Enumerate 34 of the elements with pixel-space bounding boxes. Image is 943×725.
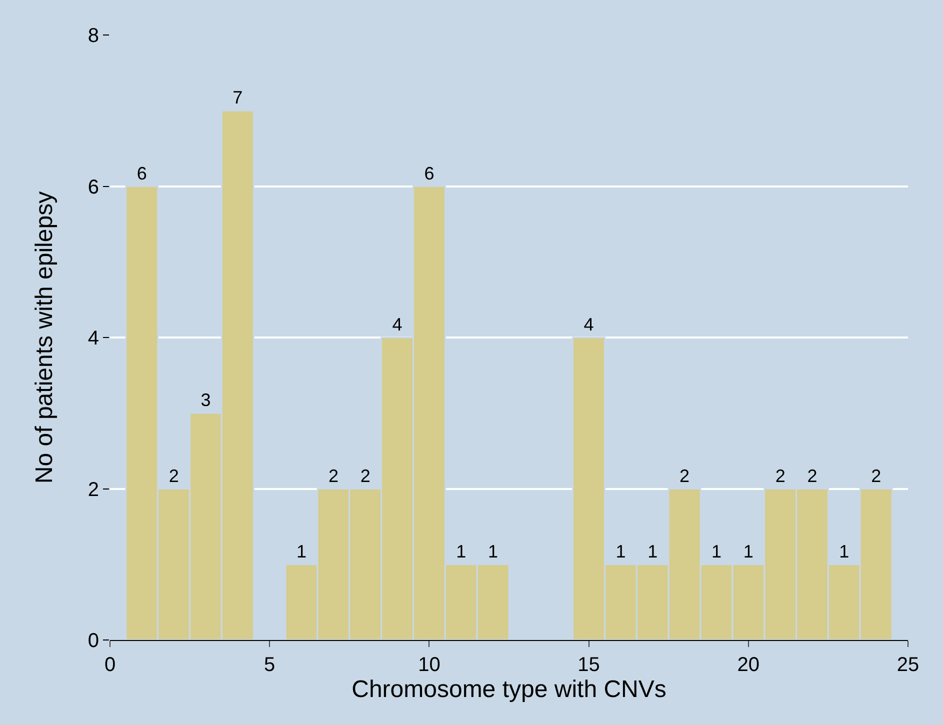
y-tick-label: 8: [88, 25, 99, 47]
x-tick-label: 25: [896, 654, 920, 676]
data-label: 2: [680, 466, 690, 486]
data-label: 1: [616, 541, 626, 562]
x-tick-label: 0: [104, 654, 116, 676]
data-label: 2: [328, 466, 338, 486]
data-label: 2: [807, 466, 818, 486]
data-label: 2: [168, 466, 179, 486]
data-label: 1: [456, 541, 466, 562]
x-tick-label: 5: [264, 654, 276, 676]
data-label: 2: [775, 466, 786, 486]
data-label: 1: [296, 541, 307, 562]
data-label: 1: [648, 541, 658, 562]
data-label: 1: [711, 541, 722, 562]
y-tick-label: 0: [88, 630, 99, 652]
data-label: 4: [392, 314, 402, 334]
y-tick-label: 6: [88, 176, 99, 198]
data-label: 2: [360, 466, 370, 486]
x-tick-label: 20: [737, 654, 760, 676]
x-tick-label: 10: [418, 654, 440, 676]
y-tick-label: 4: [88, 328, 99, 350]
data-label: 2: [871, 466, 882, 486]
data-label: 4: [584, 314, 594, 334]
x-axis-title: Chromosome type with CNVs: [352, 676, 666, 703]
data-label: 1: [743, 541, 754, 562]
data-label: 3: [200, 390, 211, 410]
data-label: 1: [488, 541, 498, 562]
x-tick-label: 15: [578, 654, 600, 676]
data-label: 6: [136, 163, 147, 184]
data-label: 1: [839, 541, 850, 562]
y-axis-title: No of patients with epilepsy: [31, 191, 58, 484]
data-label: 6: [424, 163, 434, 184]
data-label: 7: [232, 88, 243, 108]
y-tick-label: 2: [88, 478, 99, 501]
